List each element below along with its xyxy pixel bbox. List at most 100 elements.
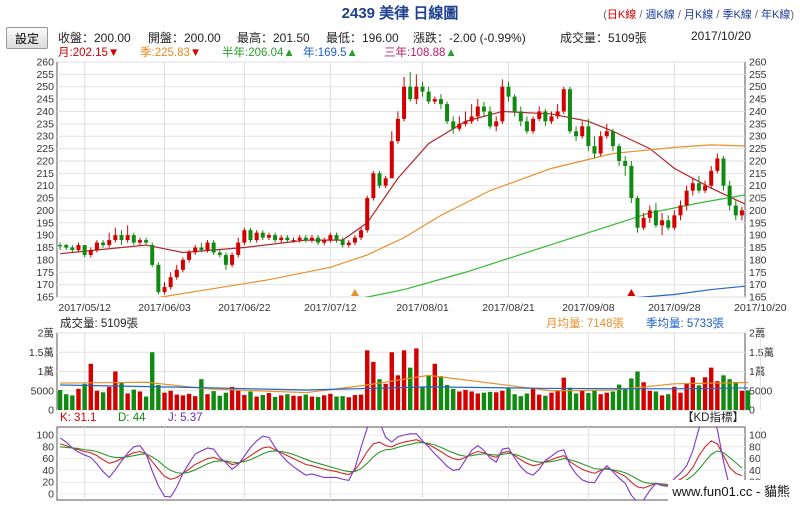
volume-bar xyxy=(727,379,732,410)
volume-bar xyxy=(143,396,149,410)
candle-body xyxy=(617,146,622,161)
candle-body xyxy=(340,240,345,246)
kd-ytick-left: 0 xyxy=(48,489,54,501)
candle-body xyxy=(653,210,658,226)
candle-body xyxy=(328,235,333,241)
volume-bar xyxy=(309,396,315,410)
price-ytick-left: 225 xyxy=(36,143,54,155)
price-ytick-right: 235 xyxy=(749,118,767,130)
date-tick-label: 2017/06/03 xyxy=(138,302,191,314)
chart-title: 2439 美律 日線圖 xyxy=(341,5,459,22)
candle-body xyxy=(230,254,235,265)
candle-body xyxy=(180,259,185,270)
volume-bar xyxy=(211,391,216,410)
candle-body xyxy=(137,240,142,243)
candle-body xyxy=(119,235,124,241)
price-ytick-right: 195 xyxy=(749,217,767,229)
volume-bar xyxy=(653,391,659,410)
kd-ytick-left: 60 xyxy=(42,453,54,465)
candle-body xyxy=(223,254,228,265)
price-ytick-left: 190 xyxy=(36,230,54,242)
volume-bar xyxy=(315,396,321,410)
price-ytick-left: 215 xyxy=(36,168,54,180)
price-ytick-right: 190 xyxy=(749,230,767,242)
timeframe-daily-link[interactable]: 日K線 xyxy=(606,9,637,21)
volume-bar xyxy=(272,396,278,410)
kd-ytick-right: 80 xyxy=(749,441,761,453)
ma-month-value: 202.15 xyxy=(72,47,108,59)
volume-bar xyxy=(672,386,677,410)
candle-body xyxy=(365,198,370,231)
price-ytick-right: 225 xyxy=(749,143,767,155)
price-plot xyxy=(58,71,745,297)
candle-body xyxy=(426,91,431,102)
volume-bar xyxy=(131,389,136,410)
volume-bar xyxy=(745,390,751,410)
volume-bar xyxy=(70,395,75,410)
volume-bar xyxy=(623,388,628,410)
volume-bar xyxy=(279,395,284,410)
volume-bar xyxy=(739,390,745,410)
candle-body xyxy=(506,86,511,97)
candle-body xyxy=(322,240,327,243)
candle-body xyxy=(703,185,708,191)
volume-bar xyxy=(180,395,186,410)
price-ytick-left: 210 xyxy=(36,180,54,192)
candle-body xyxy=(211,242,216,253)
volume-bar xyxy=(162,392,167,410)
timeframe-quarterly-link[interactable]: 季K線 xyxy=(722,9,752,21)
price-ytick-left: 165 xyxy=(36,292,54,304)
volume-bar xyxy=(616,384,622,410)
price-ytick-right: 210 xyxy=(749,180,767,192)
volume-bar xyxy=(641,382,646,410)
price-ytick-left: 200 xyxy=(36,205,54,217)
volume-bar xyxy=(205,394,210,410)
timeframe-weekly-link[interactable]: 週K線 xyxy=(645,9,675,21)
ma-line xyxy=(157,144,745,297)
volume-bar xyxy=(567,387,573,410)
kd-ytick-right: 40 xyxy=(749,465,761,477)
candle-body xyxy=(199,247,204,250)
volume-bar xyxy=(635,371,640,410)
candle-body xyxy=(451,121,456,129)
candle-body xyxy=(285,237,290,241)
price-ytick-right: 230 xyxy=(749,131,767,143)
candle-body xyxy=(309,237,314,241)
kd-ytick-right: 60 xyxy=(749,453,761,465)
candle-body xyxy=(666,220,671,228)
settings-button[interactable]: 設定 xyxy=(6,27,48,49)
candle-body xyxy=(494,121,499,127)
volume-bar xyxy=(174,394,179,410)
candle-body xyxy=(101,242,106,246)
volume-bar xyxy=(107,386,112,410)
volume-bar xyxy=(303,394,308,410)
ma-month-label: 月:202.15▼ xyxy=(58,47,120,59)
timeframe-yearly-link[interactable]: 年K線 xyxy=(760,9,791,21)
candle-body xyxy=(660,220,665,226)
ma-year-value: 169.5 xyxy=(317,47,347,59)
price-ytick-left: 205 xyxy=(36,193,54,205)
volume-bar xyxy=(518,396,523,410)
candle-body xyxy=(709,170,714,186)
candle-body xyxy=(500,86,505,122)
volume-bar xyxy=(481,392,487,410)
volume-bar xyxy=(469,391,474,410)
high-price: 最高：201.50 xyxy=(237,31,310,45)
volume-ytick-right: 1.5萬 xyxy=(749,346,774,359)
volume-bar xyxy=(573,393,579,410)
volume-bar xyxy=(733,381,738,410)
candle-body xyxy=(371,173,376,199)
candle-body xyxy=(389,141,394,179)
timeframe-monthly-link[interactable]: 月K線 xyxy=(683,9,714,21)
candle-body xyxy=(561,89,566,112)
candle-body xyxy=(162,287,167,293)
kd-k-label: K: 31.1 xyxy=(60,412,96,424)
candle-body xyxy=(303,237,308,241)
kd-ytick-left: 40 xyxy=(42,465,54,477)
kd-ytick-right: 100 xyxy=(749,430,767,442)
volume-bar xyxy=(82,383,87,410)
volume-bar xyxy=(371,361,376,410)
candle-body xyxy=(457,123,462,129)
volume-bar xyxy=(236,390,241,410)
